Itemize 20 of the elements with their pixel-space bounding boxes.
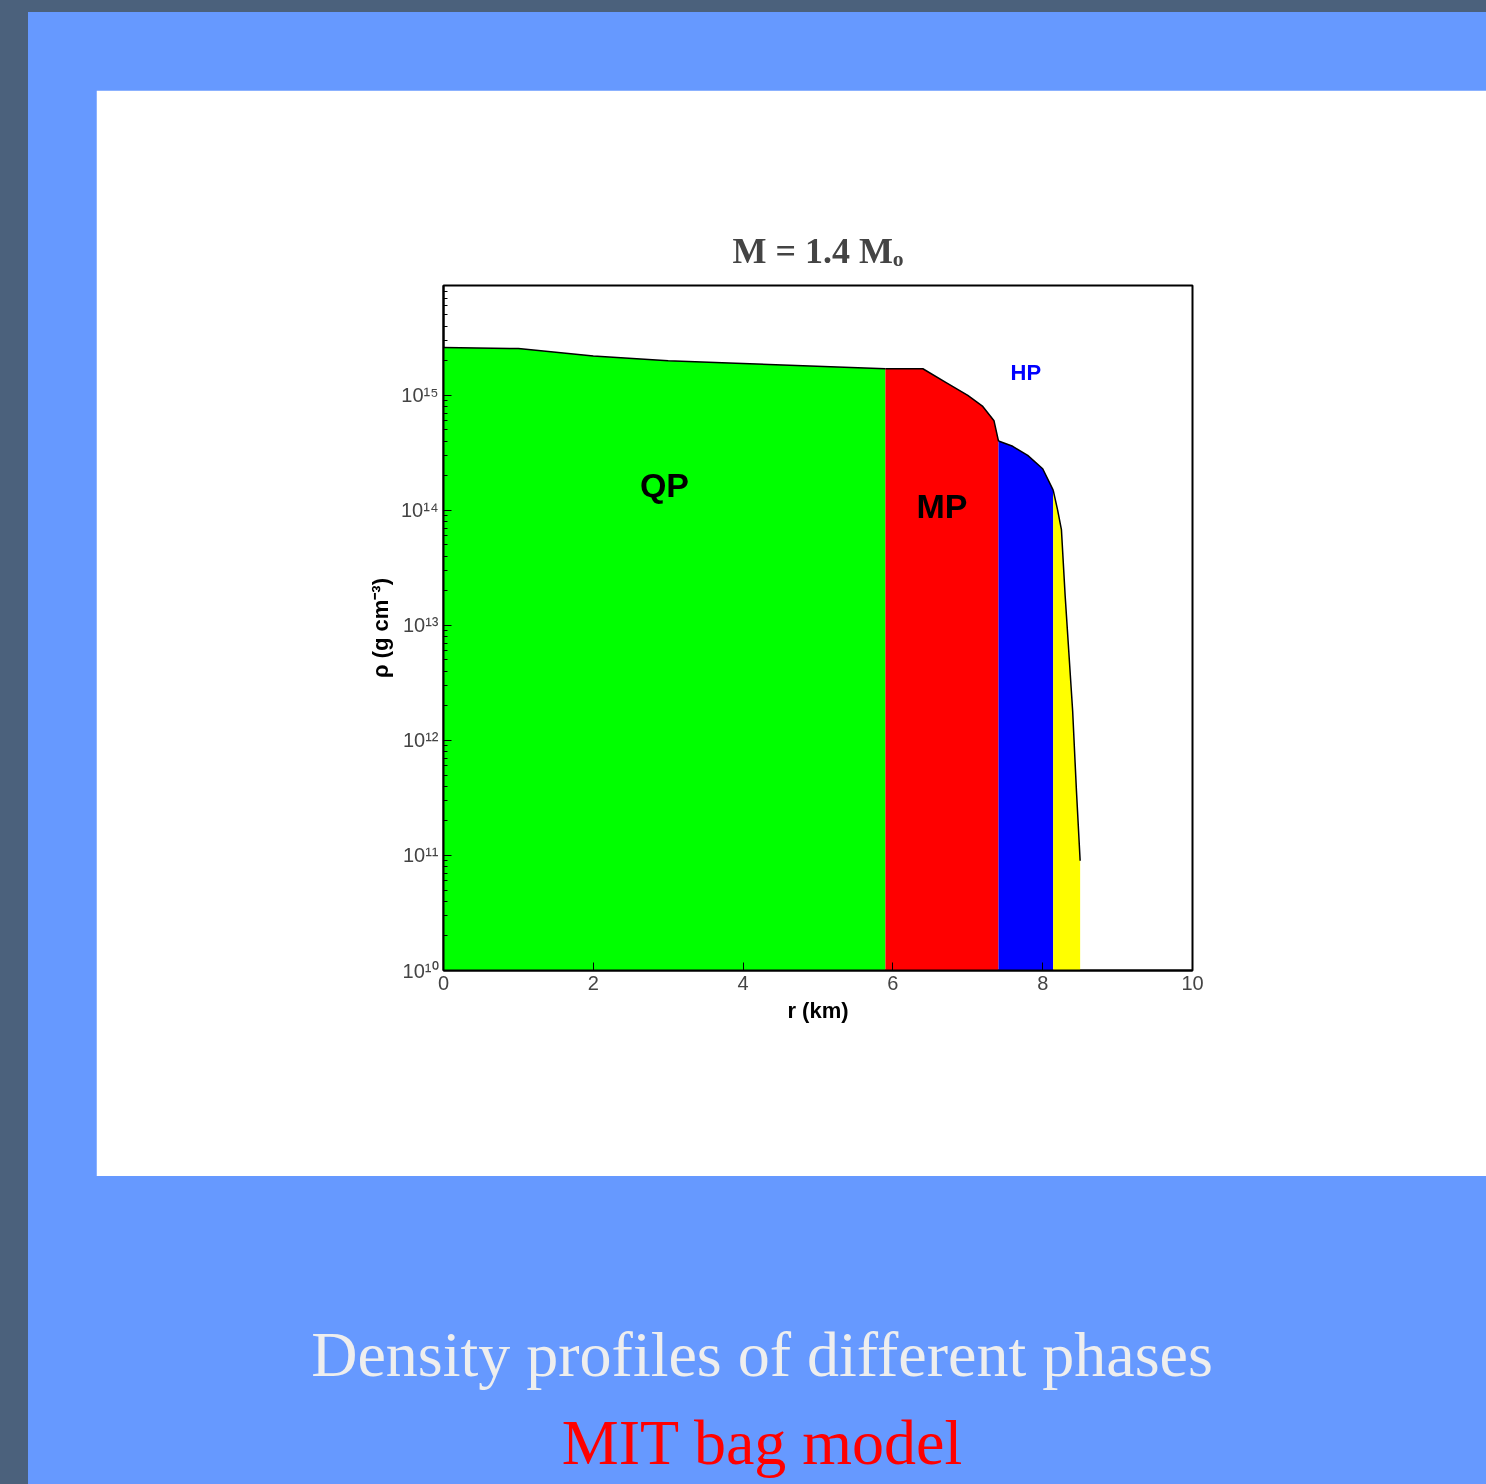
y-tick-label: 10¹⁴ <box>401 499 439 522</box>
y-tick-label: 10¹¹ <box>402 844 439 867</box>
y-tick-label: 10¹³ <box>402 614 439 637</box>
text: MIT bag model <box>560 1406 964 1480</box>
x-tick-label: 8 <box>1037 971 1049 994</box>
x-tick-label: 2 <box>587 971 599 994</box>
chart-title: M = 1.4 Mₒ <box>732 230 904 271</box>
series-label: MP <box>916 486 968 525</box>
y-tick-label: 10¹⁰ <box>402 959 439 982</box>
x-tick-label: 0 <box>437 971 450 994</box>
text: Density profiles of different phases <box>311 1318 1213 1392</box>
y-tick-label: 10¹⁵ <box>401 384 439 407</box>
x-tick-label: 4 <box>737 971 749 994</box>
series-label: QP <box>639 465 690 504</box>
x-tick-label: 6 <box>887 971 899 994</box>
x-axis-title: r (km) <box>787 997 849 1023</box>
x-tick-label: 10 <box>1181 971 1204 994</box>
y-tick-label: 10¹² <box>402 729 439 752</box>
y-axis-title: ρ (g cm⁻³) <box>368 577 393 679</box>
text: HP <box>1010 360 1042 386</box>
